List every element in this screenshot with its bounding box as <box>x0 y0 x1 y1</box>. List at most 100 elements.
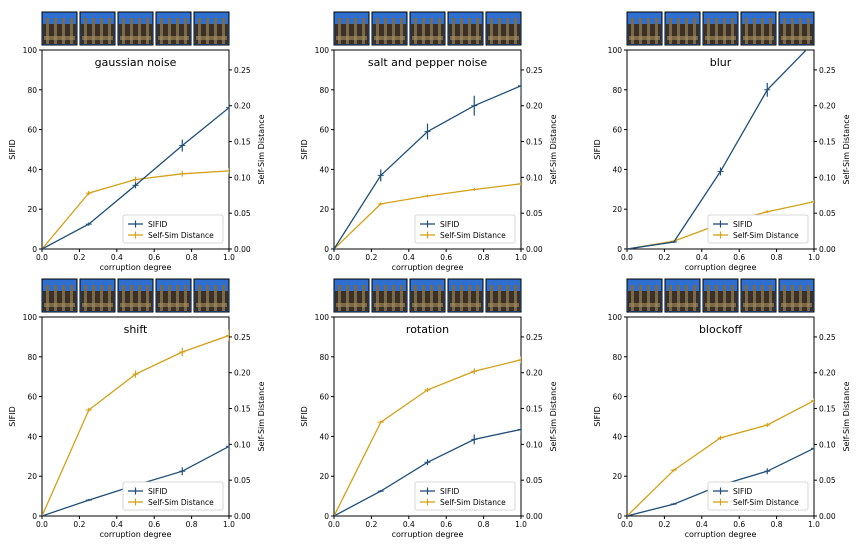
y-axis-label: SIFID <box>8 139 17 160</box>
thumbnail-spire <box>723 285 726 311</box>
subplot-1: gaussian noise 0.0 0.2 0.4 0.6 0.8 1.0 corrupti… <box>8 11 266 272</box>
x-tick-label: 0.2 <box>365 520 377 529</box>
thumbnail-strip <box>41 278 230 313</box>
thumbnail-spire <box>452 18 455 44</box>
x-tick-label: 0.8 <box>186 520 198 529</box>
x-tick-label: 0.6 <box>440 520 452 529</box>
thumbnail-detail <box>781 303 812 307</box>
thumbnail-strip <box>626 278 815 313</box>
thumbnail-spire <box>84 285 87 311</box>
y-tick-label: 20 <box>319 205 329 214</box>
x-tick-label: 0.6 <box>440 253 452 262</box>
y-tick-label: 40 <box>27 432 37 441</box>
y-tick-label: 80 <box>27 86 37 95</box>
thumbnail-image <box>778 11 815 46</box>
y2-tick-label: 0.15 <box>234 138 251 147</box>
thumbnail-detail <box>374 36 405 40</box>
x-tick-label: 0.4 <box>696 520 708 529</box>
y2-tick-label: 0.10 <box>526 440 543 449</box>
thumbnail-spire <box>70 285 73 311</box>
y2-tick-label: 0.00 <box>819 512 836 521</box>
thumbnail-spire <box>438 285 441 311</box>
thumbnail-spire <box>731 285 734 311</box>
y2-tick-label: 0.00 <box>234 245 251 254</box>
y-tick-label: 40 <box>319 432 329 441</box>
subplot-5: rotation 0.0 0.2 0.4 0.6 0.8 1.0 corruption deg… <box>300 278 558 539</box>
thumbnail-spire <box>354 18 357 44</box>
thumbnail-detail <box>488 36 519 40</box>
y2-tick-label: 0.15 <box>234 405 251 414</box>
legend-box <box>122 214 224 244</box>
y-tick-label: 80 <box>612 353 622 362</box>
thumbnail-image <box>41 278 78 313</box>
y-tick-label: 80 <box>319 86 329 95</box>
thumbnail-strip <box>626 11 815 46</box>
thumbnail-spire <box>783 18 786 44</box>
thumbnail-spire <box>146 18 149 44</box>
thumbnail-spire <box>214 285 217 311</box>
legend-label: Self-Sim Distance <box>440 498 506 507</box>
y2-tick-label: 0.25 <box>234 66 251 75</box>
thumbnail-image <box>155 11 192 46</box>
thumbnail-detail <box>82 303 113 307</box>
thumbnail-image <box>447 11 484 46</box>
thumbnail-spire <box>400 18 403 44</box>
x-tick-label: 0.6 <box>148 520 160 529</box>
thumbnail-spire <box>168 285 171 311</box>
thumbnail-strip <box>333 278 522 313</box>
thumbnail-spire <box>222 18 225 44</box>
thumbnail-image <box>117 278 154 313</box>
thumbnail-spire <box>138 18 141 44</box>
thumbnail-spire <box>338 285 341 311</box>
x-tick-label: 0.0 <box>621 253 633 262</box>
thumbnail-image <box>664 11 701 46</box>
y-tick-label: 60 <box>319 393 329 402</box>
thumbnail-spire <box>761 18 764 44</box>
thumbnail-spire <box>783 285 786 311</box>
thumbnail-detail <box>196 36 227 40</box>
thumbnail-spire <box>84 18 87 44</box>
y-tick-label: 80 <box>319 353 329 362</box>
thumbnail-detail <box>120 36 151 40</box>
thumbnail-spire <box>376 18 379 44</box>
y2-axis-label: Self-Sim Distance <box>257 381 266 451</box>
y2-axis-label: Self-Sim Distance <box>842 114 851 184</box>
thumbnail-spire <box>346 18 349 44</box>
y2-tick-label: 0.10 <box>234 173 251 182</box>
y-tick-label: 60 <box>612 126 622 135</box>
thumbnail-spire <box>476 18 479 44</box>
y-tick-label: 0 <box>32 512 37 521</box>
x-tick-label: 0.2 <box>365 253 377 262</box>
y2-tick-label: 0.25 <box>234 333 251 342</box>
thumbnail-spire <box>46 18 49 44</box>
thumbnail-spire <box>206 285 209 311</box>
thumbnail-image <box>778 278 815 313</box>
chart-title: salt and pepper noise <box>368 56 488 69</box>
thumbnail-detail <box>781 36 812 40</box>
thumbnail-image <box>702 278 739 313</box>
thumbnail-spire <box>160 18 163 44</box>
thumbnail-spire <box>468 18 471 44</box>
thumbnail-spire <box>731 18 734 44</box>
thumbnail-image <box>193 278 230 313</box>
x-axis-label: corruption degree <box>685 263 757 272</box>
y2-tick-label: 0.05 <box>526 476 543 485</box>
thumbnail-detail <box>158 303 189 307</box>
thumbnail-spire <box>753 285 756 311</box>
thumbnail-spire <box>498 18 501 44</box>
thumbnail-spire <box>92 18 95 44</box>
legend: SIFID Self-Sim Distance <box>707 214 809 244</box>
y2-axis-label: Self-Sim Distance <box>842 381 851 451</box>
legend-box <box>707 214 809 244</box>
thumbnail-spire <box>655 285 658 311</box>
thumbnail-spire <box>206 18 209 44</box>
thumbnail-image <box>371 11 408 46</box>
y-tick-label: 40 <box>319 165 329 174</box>
y2-axis-label: Self-Sim Distance <box>549 114 558 184</box>
x-tick-label: 0.8 <box>478 253 490 262</box>
legend-box <box>414 481 516 511</box>
y2-tick-label: 0.10 <box>234 440 251 449</box>
thumbnail-spire <box>476 285 479 311</box>
y-tick-label: 40 <box>612 165 622 174</box>
